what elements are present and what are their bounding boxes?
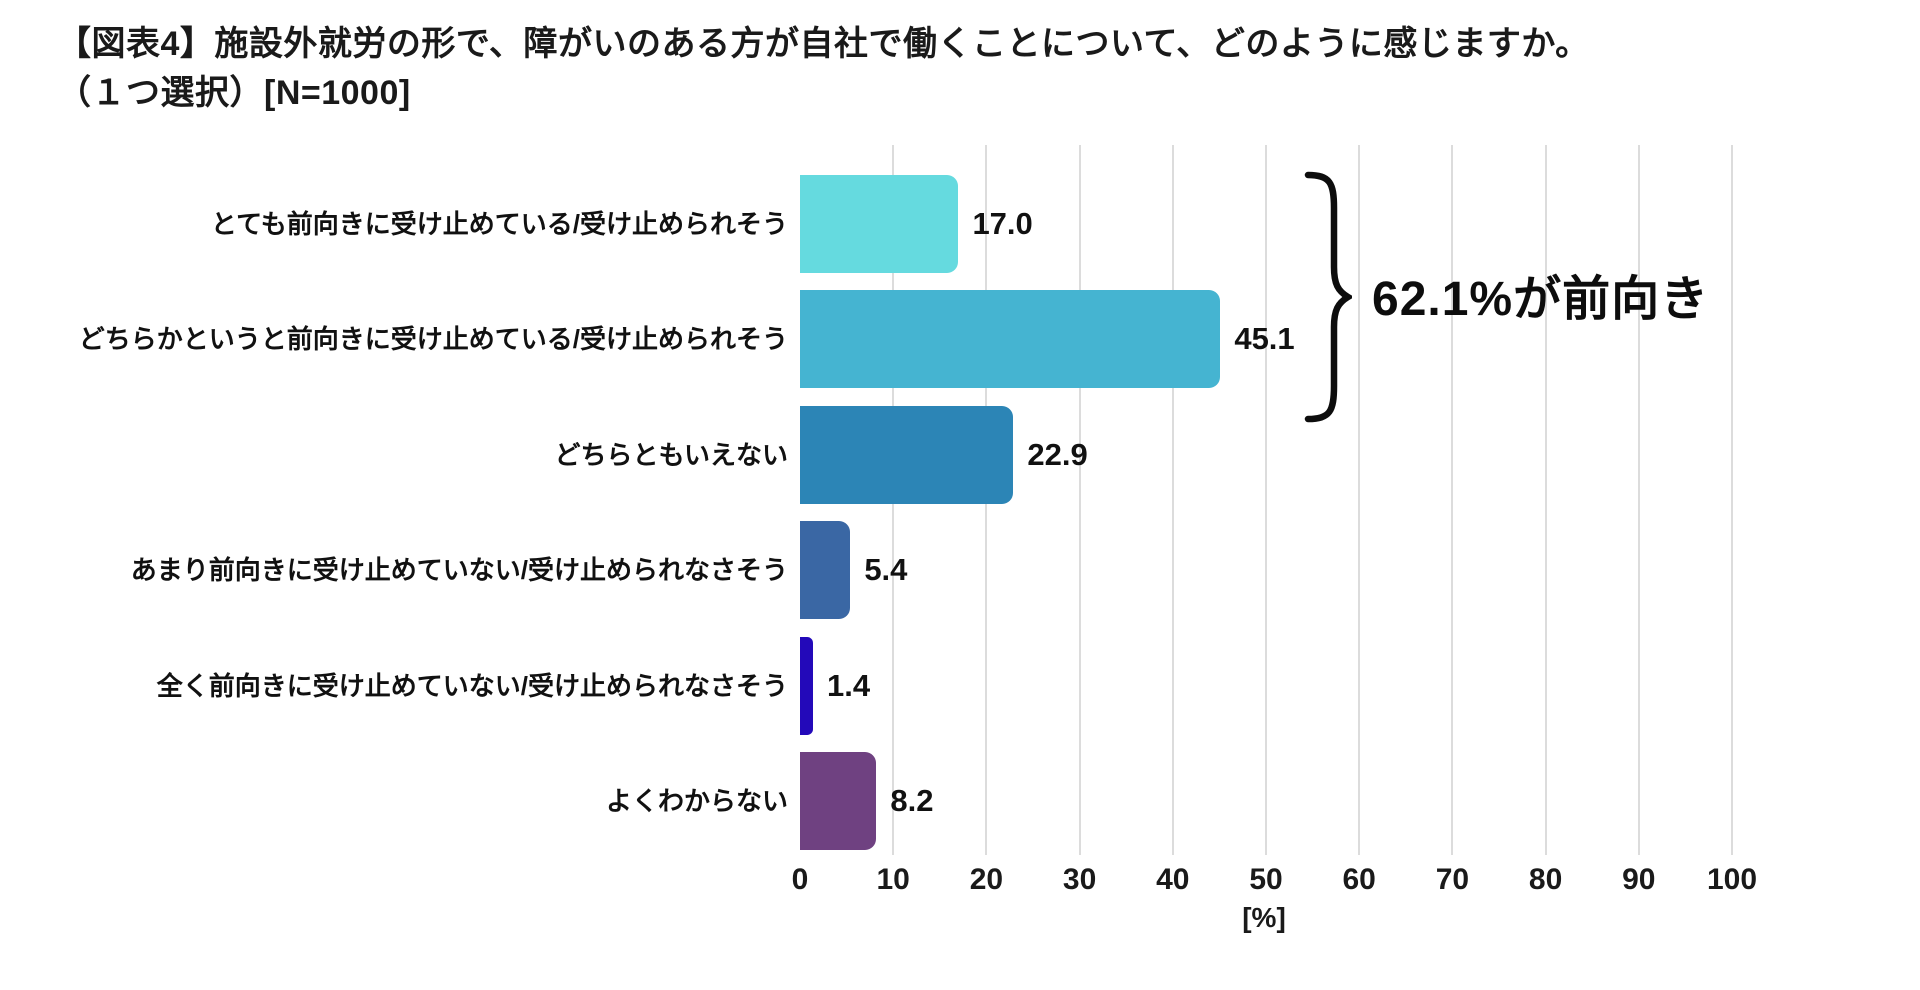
x-tick-label-60: 60 [1342,863,1376,896]
category-label: とても前向きに受け止めている/受け止められそう [210,209,788,239]
gridline-30 [1078,145,1081,855]
bar [800,290,1221,389]
value-label: 22.9 [1027,436,1088,472]
bar [800,636,814,735]
x-axis-unit-label: [%] [1242,902,1286,933]
category-label: どちらともいえない [554,439,788,470]
gridline-100 [1731,145,1733,855]
value-label: 8.2 [890,783,934,818]
gridline-60 [1358,145,1361,855]
chart-title-line1: 【図表4】施設外就労の形で、障がいのある方が自社で働くことについて、どのように感… [57,25,1590,63]
value-label: 1.4 [827,667,871,703]
x-tick-label-10: 10 [876,863,910,896]
gridline-90 [1637,145,1640,855]
gridline-40 [1171,145,1174,855]
x-tick-label-90: 90 [1622,863,1656,896]
category-label: どちらかというと前向きに受け止めている/受け止められそう [78,324,788,355]
x-tick-label-50: 50 [1249,863,1283,896]
x-tick-label-30: 30 [1062,863,1097,896]
x-tick-label-70: 70 [1435,863,1470,896]
chart-title-line2: （１つ選択）[N=1000] [57,74,411,112]
bar [800,175,959,273]
value-label: 17.0 [972,206,1033,241]
x-tick-label-100: 100 [1706,863,1758,896]
value-label: 45.1 [1234,321,1295,357]
bar [800,405,1014,504]
curly-brace-annotation-icon [1304,171,1352,423]
annotation-text: 62.1%が前向き [1372,273,1710,326]
category-label: よくわからない [605,786,788,816]
x-tick-label-80: 80 [1528,863,1563,896]
gridline-80 [1544,145,1547,855]
category-label: あまり前向きに受け止めていない/受け止められなさそう [130,555,788,586]
gridline-70 [1451,145,1454,855]
value-label: 5.4 [864,552,908,588]
gridline-50 [1265,145,1267,855]
category-label: 全く前向きに受け止めていない/受け止められなさそう [156,670,788,701]
bar [800,752,877,850]
bar [800,521,851,620]
x-tick-label-40: 40 [1156,863,1190,896]
chart-title: 【図表4】施設外就労の形で、障がいのある方が自社で働くことについて、どのように感… [57,20,1590,118]
x-tick-label-20: 20 [969,863,1004,896]
x-tick-label-0: 0 [791,863,809,896]
